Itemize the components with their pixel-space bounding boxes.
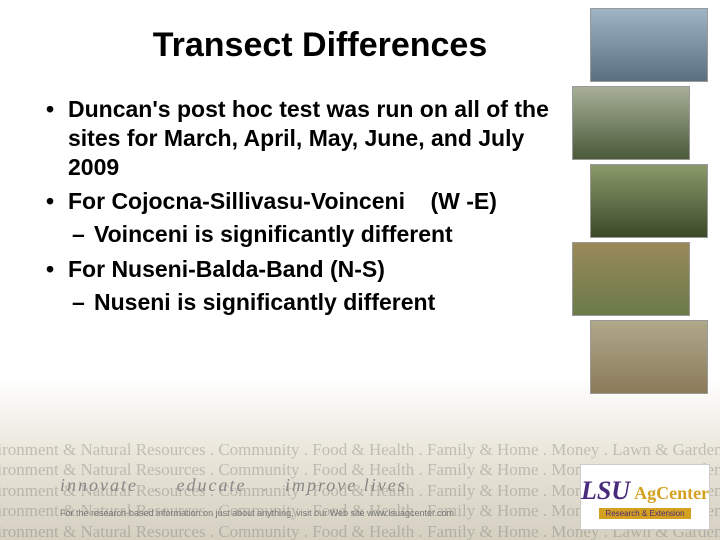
bullet-item: For Cojocna-Sillivasu-Voinceni (W -E) Vo… bbox=[42, 187, 570, 249]
logo-subtitle: Research & Extension bbox=[599, 508, 690, 519]
bullet-text: For Cojocna-Sillivasu-Voinceni (W -E) bbox=[68, 188, 497, 214]
bullet-list: Duncan's post hoc test was run on all of… bbox=[42, 95, 570, 316]
thumbnail-image bbox=[590, 8, 708, 82]
lsu-agcenter-logo: LSU AgCenter Research & Extension bbox=[580, 464, 710, 530]
tagline-word: educate bbox=[176, 475, 246, 495]
bg-line: Environment & Natural Resources . Commun… bbox=[0, 440, 720, 460]
bullet-item: For Nuseni-Balda-Band (N-S) Nuseni is si… bbox=[42, 255, 570, 317]
footer-note: For the research-based information on ju… bbox=[60, 508, 454, 518]
sub-bullet-list: Nuseni is significantly different bbox=[68, 288, 570, 317]
sub-bullet-item: Voinceni is significantly different bbox=[68, 220, 570, 249]
dot-icon: . bbox=[154, 475, 161, 495]
logo-ag-text: AgCenter bbox=[634, 483, 709, 504]
bullet-item: Duncan's post hoc test was run on all of… bbox=[42, 95, 570, 181]
logo-lsu-text: LSU bbox=[581, 476, 630, 506]
tagline-word: innovate bbox=[60, 475, 138, 495]
logo-top: LSU AgCenter bbox=[581, 476, 709, 506]
dot-icon: . bbox=[262, 475, 269, 495]
bullet-text: For Nuseni-Balda-Band (N-S) bbox=[68, 256, 385, 282]
thumbnail-image bbox=[590, 320, 708, 394]
tagline-word: improve lives bbox=[285, 475, 407, 495]
sub-bullet-item: Nuseni is significantly different bbox=[68, 288, 570, 317]
image-strip bbox=[590, 0, 720, 400]
thumbnail-image bbox=[590, 164, 708, 238]
thumbnail-image bbox=[572, 86, 690, 160]
slide: Transect Differences Duncan's post hoc t… bbox=[0, 0, 720, 540]
sub-bullet-list: Voinceni is significantly different bbox=[68, 220, 570, 249]
thumbnail-image bbox=[572, 242, 690, 316]
tagline: innovate. educate. improve lives bbox=[60, 475, 407, 496]
